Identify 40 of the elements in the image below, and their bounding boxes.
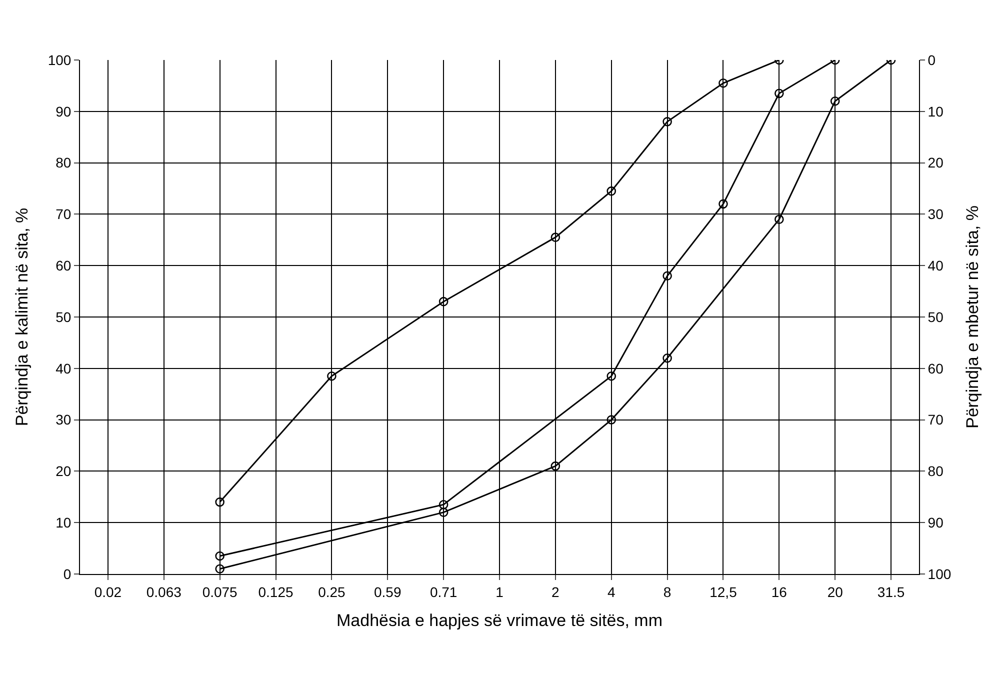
x-tick-label: 2 xyxy=(552,584,560,600)
x-axis-title: Madhësia e hapjes së vrimave të sitës, mm xyxy=(336,611,662,630)
y2-tick-label: 100 xyxy=(928,566,952,582)
y-tick-label: 50 xyxy=(56,308,72,325)
y-tick-label: 0 xyxy=(63,566,72,582)
x-tick-label: 1 xyxy=(496,584,504,600)
x-tick-label: 8 xyxy=(663,584,672,600)
x-tick-label: 0.25 xyxy=(318,584,346,600)
x-tick-label: 12,5 xyxy=(710,584,738,600)
x-tick-label: 20 xyxy=(827,584,844,600)
x-tick-label: 4 xyxy=(607,584,616,600)
y2-tick-label: 30 xyxy=(928,206,944,222)
y-tick-label: 90 xyxy=(56,103,72,120)
y2-tick-label: 10 xyxy=(928,103,944,120)
y2-tick-label: 70 xyxy=(928,412,944,428)
y2-tick-label: 20 xyxy=(928,154,944,171)
y2-tick-label: 80 xyxy=(928,463,944,480)
y-tick-label: 30 xyxy=(56,412,72,428)
y-tick-label: 100 xyxy=(48,52,72,68)
y-axis-title: Përqindja e kalimit në sita, % xyxy=(12,208,32,426)
y2-axis-title: Përqindja e mbetur në sita, % xyxy=(962,205,982,429)
y-tick-label: 70 xyxy=(56,206,72,222)
x-tick-label: 0.02 xyxy=(94,584,122,600)
y-tick-label: 80 xyxy=(56,154,72,171)
y2-tick-label: 60 xyxy=(928,360,944,376)
x-tick-label: 0.125 xyxy=(258,584,294,600)
y-tick-label: 60 xyxy=(56,258,72,274)
y-tick-label: 40 xyxy=(56,360,72,376)
y-tick-label: 20 xyxy=(56,463,72,480)
y2-tick-label: 0 xyxy=(928,52,936,68)
x-tick-label: 0.063 xyxy=(146,584,182,600)
x-tick-label: 16 xyxy=(771,584,788,600)
x-tick-label: 31.5 xyxy=(877,584,905,600)
y2-tick-label: 90 xyxy=(928,514,944,530)
y2-tick-label: 40 xyxy=(928,258,944,274)
y-tick-label: 10 xyxy=(56,514,72,530)
x-tick-label: 0.59 xyxy=(374,584,402,600)
x-tick-label: 0.075 xyxy=(202,584,238,600)
y2-tick-label: 50 xyxy=(928,308,944,325)
x-tick-label: 0.71 xyxy=(430,584,458,600)
